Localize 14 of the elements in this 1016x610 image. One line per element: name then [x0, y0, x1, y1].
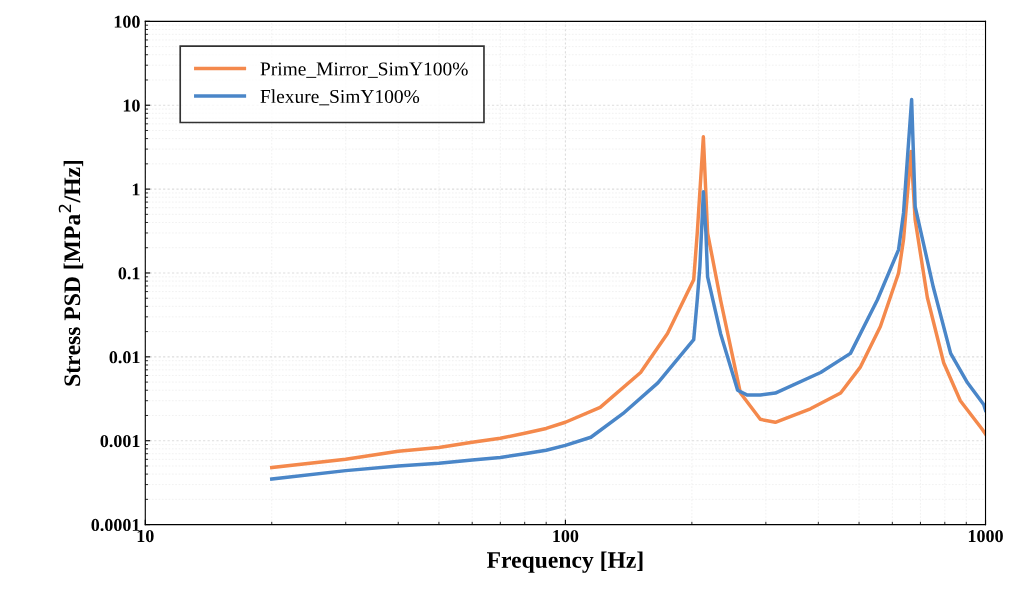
legend-label: Flexure_SimY100% — [260, 89, 420, 106]
x-tick-label: 10 — [137, 529, 154, 543]
y-tick-label: 1 — [132, 183, 140, 196]
y-tick-label: 0.01 — [109, 351, 140, 364]
y-tick-label: 0.0001 — [91, 518, 140, 532]
y-axis-title: Stress PSD [MPa$^{2}$/Hz] — [58, 160, 84, 386]
x-tick-label: 1000 — [968, 529, 1003, 543]
y-tick-label: 10 — [123, 99, 140, 112]
y-tick-label: 0.001 — [100, 434, 140, 448]
y-tick-label: 0.1 — [118, 267, 140, 280]
legend-label: Prime_Mirror_SimY100% — [260, 62, 468, 78]
x-tick-label: 100 — [553, 529, 579, 543]
x-axis-title: Frequency [Hz] — [487, 551, 643, 573]
y-tick-label: 100 — [114, 15, 140, 28]
